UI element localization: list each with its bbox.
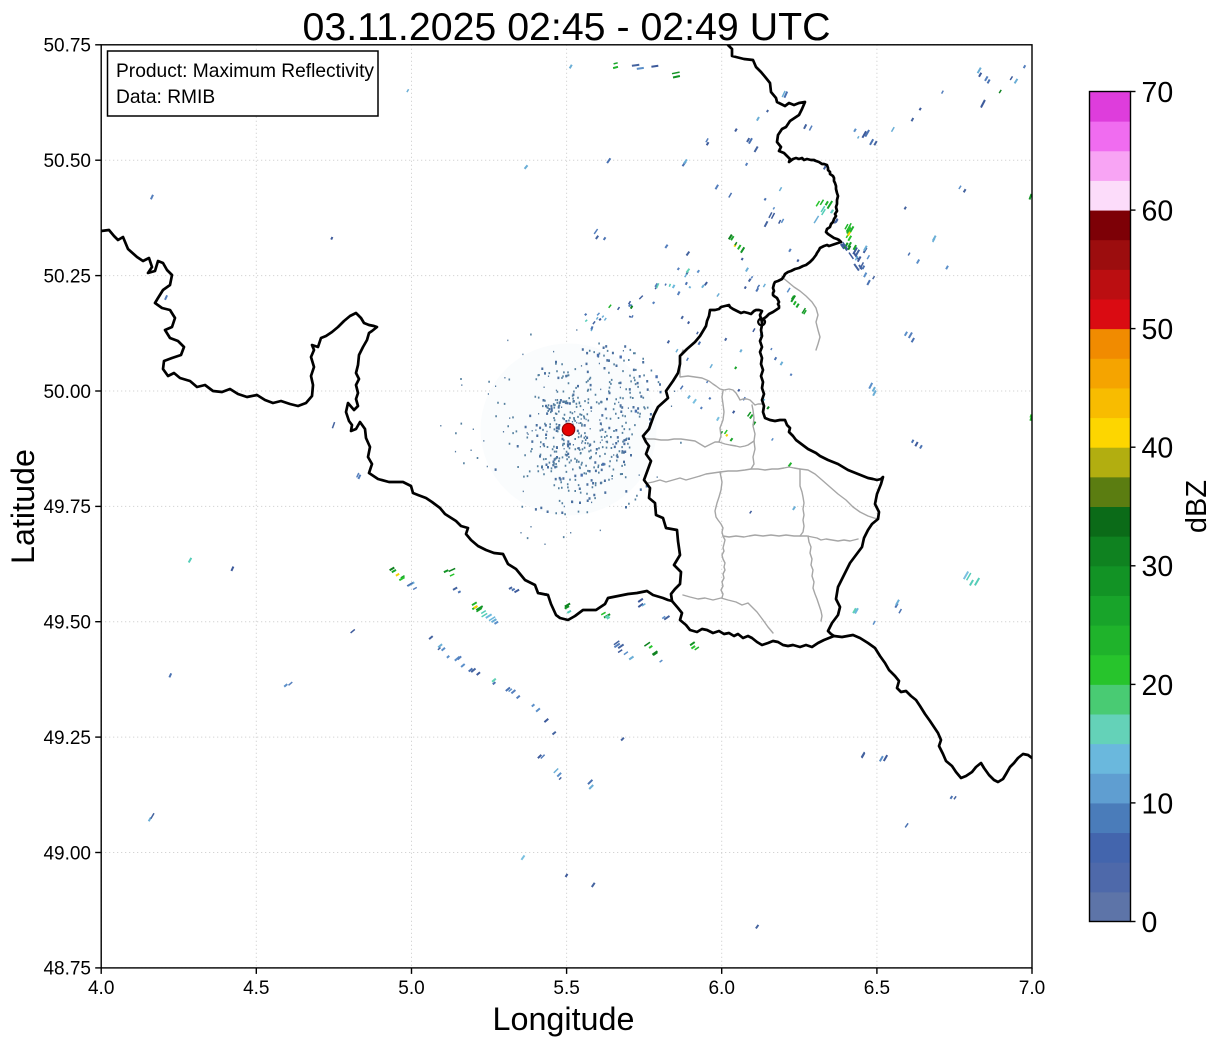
svg-text:dBZ: dBZ <box>1181 480 1213 533</box>
svg-text:49.00: 49.00 <box>43 843 91 864</box>
svg-text:40: 40 <box>1142 433 1174 465</box>
svg-text:50.50: 50.50 <box>43 151 91 172</box>
svg-text:Longitude: Longitude <box>493 1001 635 1037</box>
svg-text:4.0: 4.0 <box>88 978 114 999</box>
svg-text:20: 20 <box>1142 670 1174 702</box>
svg-text:50: 50 <box>1142 314 1174 346</box>
svg-text:Product: Maximum Reflectivity: Product: Maximum Reflectivity <box>116 61 374 82</box>
svg-text:30: 30 <box>1142 551 1174 583</box>
svg-text:4.5: 4.5 <box>243 978 269 999</box>
svg-text:50.25: 50.25 <box>43 266 91 287</box>
svg-text:49.25: 49.25 <box>43 728 91 749</box>
svg-text:50.75: 50.75 <box>43 36 91 57</box>
svg-text:5.0: 5.0 <box>398 978 424 999</box>
svg-text:49.50: 49.50 <box>43 613 91 634</box>
svg-text:6.0: 6.0 <box>708 978 734 999</box>
svg-text:6.5: 6.5 <box>864 978 890 999</box>
svg-text:60: 60 <box>1142 196 1174 228</box>
svg-text:Data: RMIB: Data: RMIB <box>116 87 215 108</box>
svg-text:Latitude: Latitude <box>5 449 41 564</box>
svg-text:7.0: 7.0 <box>1019 978 1045 999</box>
svg-text:49.75: 49.75 <box>43 497 91 518</box>
svg-text:03.11.2025 02:45 - 02:49 UTC: 03.11.2025 02:45 - 02:49 UTC <box>303 5 831 49</box>
svg-text:10: 10 <box>1142 788 1174 820</box>
svg-text:5.5: 5.5 <box>553 978 579 999</box>
svg-text:0: 0 <box>1142 907 1158 939</box>
svg-text:50.00: 50.00 <box>43 382 91 403</box>
svg-text:70: 70 <box>1142 77 1174 109</box>
svg-text:48.75: 48.75 <box>43 959 91 980</box>
